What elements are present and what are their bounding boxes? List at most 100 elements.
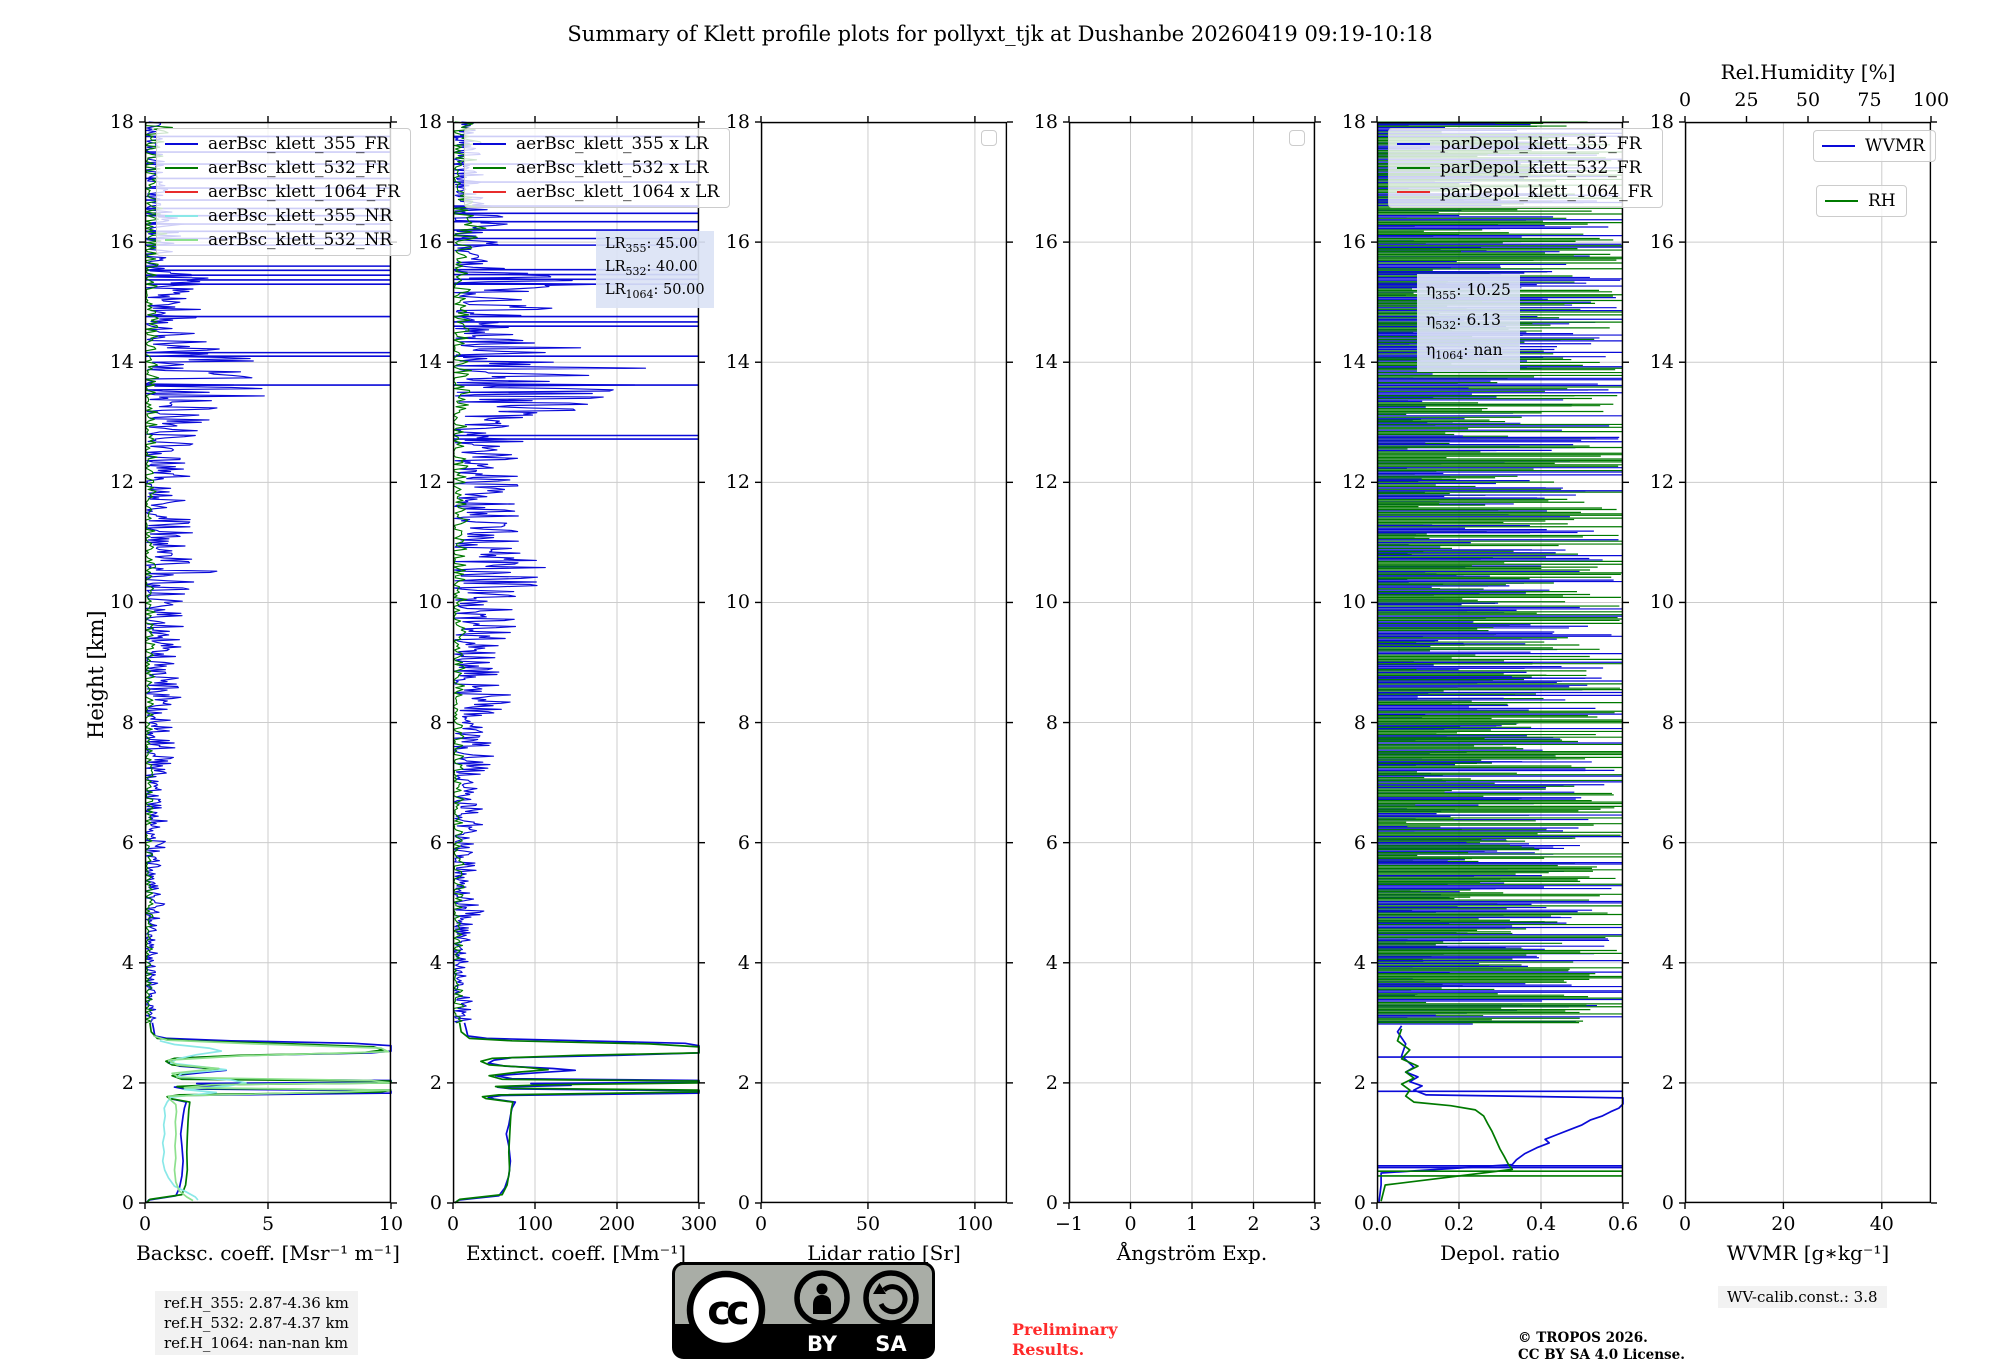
y-tick-label: 10 bbox=[725, 591, 750, 614]
y-tick-label: 6 bbox=[1045, 831, 1058, 854]
y-tick-label: 2 bbox=[1045, 1071, 1058, 1094]
annotation-line: LR355: 45.00 bbox=[605, 236, 698, 255]
preliminary-line1: Preliminary bbox=[1012, 1320, 1118, 1339]
legend-line-sample bbox=[1822, 145, 1855, 147]
annotation-box-extinct: LR355: 45.00 LR532: 40.00 LR1064: 50.00 bbox=[596, 231, 714, 308]
legend-box-rh: RH bbox=[1816, 185, 1907, 217]
y-tick-label: 6 bbox=[737, 831, 750, 854]
legend-line-sample bbox=[1825, 200, 1858, 202]
legend-line-sample bbox=[165, 191, 198, 193]
y-tick-label: 2 bbox=[429, 1071, 442, 1094]
figure-title: Summary of Klett profile plots for polly… bbox=[567, 22, 1433, 46]
y-tick-label: 14 bbox=[417, 351, 442, 374]
panel-extinct: 0 2 4 6 8 10 12 14 16 18 0 100 200 300 Extinct. coeff.… bbox=[418, 111, 731, 1265]
legend-box-empty bbox=[1289, 130, 1305, 146]
legend-line-sample bbox=[1397, 143, 1430, 145]
cc-logo-icon bbox=[686, 1270, 766, 1350]
y-tick-label: 4 bbox=[429, 951, 442, 974]
y-tick-label: 10 bbox=[1341, 591, 1366, 614]
y-tick-label: 18 bbox=[1341, 111, 1366, 133]
x-tick-label: 20 bbox=[1771, 1213, 1796, 1235]
axes-spines bbox=[452, 121, 700, 1204]
top-axis-label: Rel.Humidity [%] bbox=[1720, 60, 1896, 84]
legend-label: aerBsc_klett_532 x LR bbox=[516, 158, 709, 178]
tropos-copyright: © TROPOS 2026. CC BY SA 4.0 License. bbox=[1518, 1330, 1685, 1360]
reference-height-box: ref.H_355: 2.87-4.36 km ref.H_532: 2.87-… bbox=[155, 1291, 358, 1355]
cc-sa-arrow-icon bbox=[863, 1270, 919, 1326]
y-tick-label: 4 bbox=[1353, 951, 1366, 974]
x-tick-label: 10 bbox=[378, 1213, 404, 1235]
legend-box-empty bbox=[981, 130, 997, 146]
annotation-line: LR1064: 50.00 bbox=[605, 281, 705, 301]
x-axis-label-depol: Depol. ratio bbox=[1440, 1241, 1560, 1265]
refh-1064: ref.H_1064: nan-nan km bbox=[164, 1334, 349, 1352]
cc-by-person-icon bbox=[794, 1270, 850, 1326]
legend-entry: aerBsc_klett_355_NR bbox=[165, 204, 400, 228]
legend-entry: aerBsc_klett_1064 x LR bbox=[473, 180, 719, 204]
x-tick-label: 0.2 bbox=[1443, 1213, 1475, 1235]
y-tick-label: 2 bbox=[121, 1071, 134, 1094]
top-axis-tick-label: 25 bbox=[1734, 89, 1759, 111]
y-tick-label: 6 bbox=[1661, 831, 1674, 854]
cc-by-label: BY bbox=[807, 1332, 838, 1356]
y-tick-label: 8 bbox=[1045, 711, 1058, 734]
annotation-box-depol: η355: 10.25 η532: 6.13 η1064: nan bbox=[1417, 274, 1520, 373]
y-tick-label: 16 bbox=[1341, 231, 1366, 254]
refh-532: ref.H_532: 2.87-4.37 km bbox=[164, 1314, 349, 1332]
axes-spines bbox=[1684, 121, 1932, 1204]
y-tick-label: 8 bbox=[121, 711, 134, 734]
y-tick-label: 12 bbox=[725, 471, 750, 494]
axes-spines bbox=[1068, 121, 1316, 1204]
y-tick-label: 4 bbox=[1661, 951, 1674, 974]
x-tick-label: 50 bbox=[855, 1213, 881, 1235]
legend-entry: parDepol_klett_1064_FR bbox=[1397, 180, 1652, 204]
x-axis-label-lidar-ratio: Lidar ratio [Sr] bbox=[807, 1241, 961, 1265]
y-tick-label: 18 bbox=[1033, 111, 1058, 133]
y-tick-label: 14 bbox=[109, 351, 134, 374]
y-tick-label: 14 bbox=[725, 351, 750, 374]
top-axis-tick-label: 50 bbox=[1795, 89, 1821, 111]
x-tick-label: 1 bbox=[1185, 1213, 1199, 1235]
legend-label: RH bbox=[1868, 191, 1896, 211]
legend-entry: WVMR bbox=[1822, 134, 1925, 158]
x-tick-label: 0.0 bbox=[1361, 1213, 1393, 1235]
legend-entry: parDepol_klett_532_FR bbox=[1397, 156, 1652, 180]
top-axis-tick-label: 75 bbox=[1857, 89, 1882, 111]
legend-entry: aerBsc_klett_355_FR bbox=[165, 132, 400, 156]
annotation-line: η532: 6.13 bbox=[1426, 311, 1501, 333]
legend-label: parDepol_klett_532_FR bbox=[1440, 158, 1642, 178]
y-tick-label: 8 bbox=[1353, 711, 1366, 734]
x-tick-label: 0 bbox=[754, 1213, 768, 1235]
plot-area-lidar-ratio bbox=[755, 116, 1013, 1209]
tropos-line1: © TROPOS 2026. bbox=[1518, 1330, 1648, 1346]
legend-line-sample bbox=[473, 143, 506, 145]
y-tick-label: 8 bbox=[737, 711, 750, 734]
cc-by-sa-badge: cc BY SA bbox=[672, 1262, 935, 1359]
legend-label: aerBsc_klett_1064_FR bbox=[208, 182, 400, 202]
y-tick-label: 18 bbox=[1649, 111, 1674, 133]
y-tick-label: 0 bbox=[1661, 1192, 1674, 1214]
y-tick-label: 0 bbox=[1353, 1192, 1366, 1214]
plot-area-wvmr bbox=[1679, 116, 1937, 1209]
legend-label: aerBsc_klett_532_FR bbox=[208, 158, 390, 178]
legend-box: aerBsc_klett_355 x LR aerBsc_klett_532 x … bbox=[464, 128, 731, 208]
legend-entry: aerBsc_klett_532 x LR bbox=[473, 156, 719, 180]
y-axis-label: Height [km] bbox=[84, 610, 108, 740]
x-tick-label: 100 bbox=[516, 1213, 554, 1235]
legend-label: parDepol_klett_355_FR bbox=[1440, 134, 1642, 154]
cc-logo-text: cc bbox=[707, 1288, 748, 1334]
preliminary-line2: Results. bbox=[1012, 1340, 1085, 1359]
cc-by-person-body bbox=[813, 1295, 831, 1314]
legend-line-sample bbox=[165, 239, 198, 241]
y-tick-label: 12 bbox=[1033, 471, 1058, 494]
y-tick-label: 4 bbox=[737, 951, 750, 974]
legend-label: aerBsc_klett_355 x LR bbox=[516, 134, 709, 154]
y-tick-label: 14 bbox=[1649, 351, 1674, 374]
x-tick-label: 0.6 bbox=[1607, 1213, 1639, 1235]
preliminary-results-note: Preliminary Results. bbox=[1012, 1320, 1118, 1360]
legend-line-sample bbox=[473, 167, 506, 169]
legend-line-sample bbox=[165, 143, 198, 145]
series-aerBsc_klett_532_NR bbox=[153, 1035, 392, 1202]
x-axis-label-backsc: Backsc. coeff. [Msr⁻¹ m⁻¹] bbox=[136, 1241, 400, 1265]
